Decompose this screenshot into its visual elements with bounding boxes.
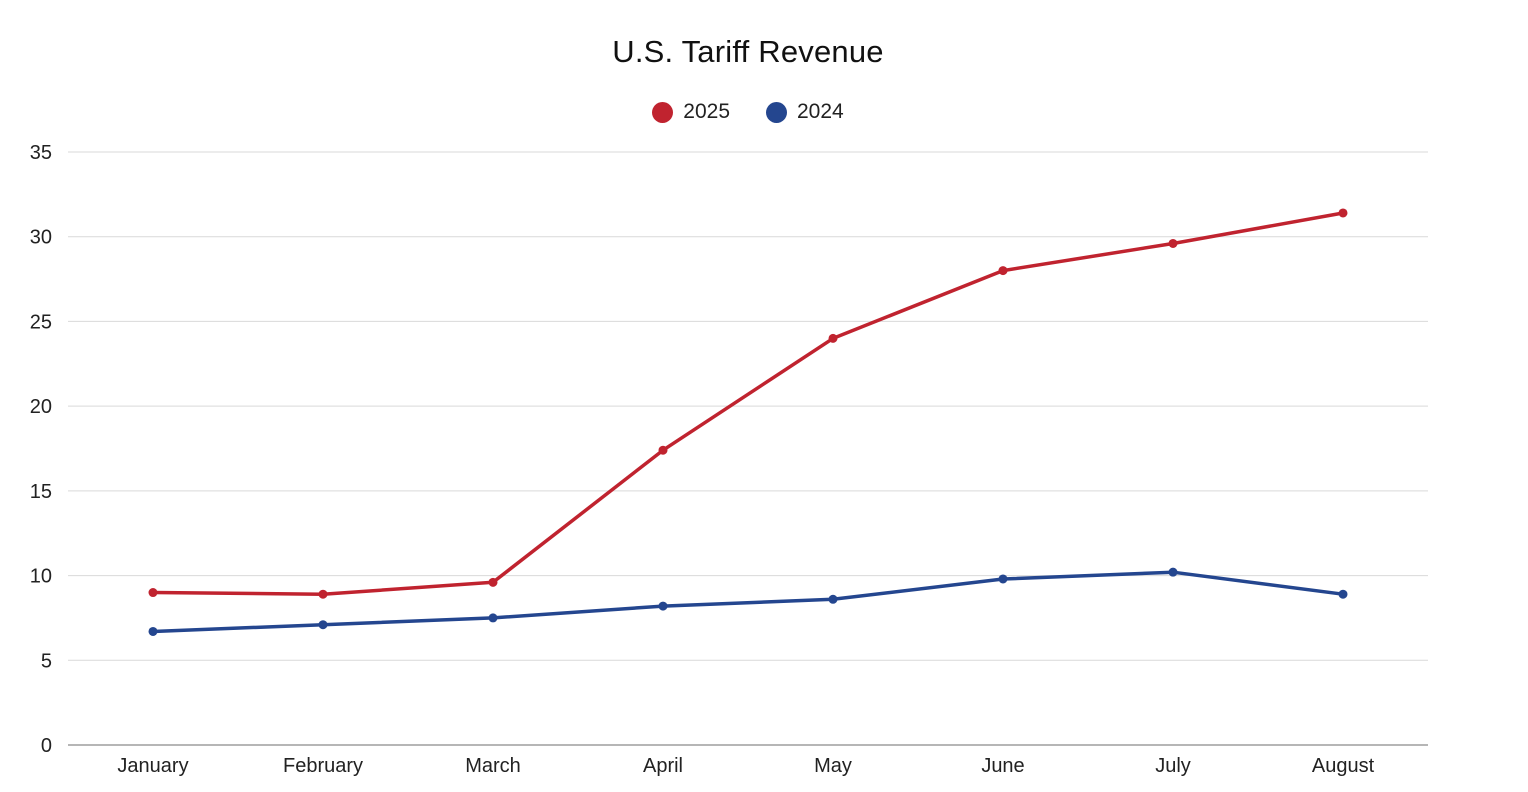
x-tick-label-august: August xyxy=(1312,755,1375,777)
chart-title: U.S. Tariff Revenue xyxy=(612,34,884,69)
point-2024-june xyxy=(998,574,1008,584)
point-2024-february xyxy=(318,620,328,630)
x-tick-label-february: February xyxy=(283,755,363,777)
point-2025-january xyxy=(148,588,158,598)
point-2025-march xyxy=(488,577,498,587)
y-tick-label-5: 5 xyxy=(41,650,52,672)
legend-swatch-2024 xyxy=(766,101,787,123)
x-tick-label-may: May xyxy=(814,755,852,777)
y-tick-label-25: 25 xyxy=(30,311,52,333)
x-tick-label-january: January xyxy=(117,755,188,777)
point-2024-may xyxy=(828,594,838,604)
legend-label-2024: 2024 xyxy=(797,100,844,123)
point-2025-july xyxy=(1168,238,1178,248)
point-2025-june xyxy=(998,266,1008,276)
point-2025-august xyxy=(1338,208,1348,218)
point-2024-july xyxy=(1168,567,1178,577)
y-tick-label-35: 35 xyxy=(30,142,52,164)
point-2024-march xyxy=(488,613,498,623)
point-2024-january xyxy=(148,626,158,636)
series-line-2025 xyxy=(151,211,1345,596)
x-tick-label-july: July xyxy=(1155,755,1191,777)
y-tick-label-20: 20 xyxy=(30,396,52,418)
point-2025-may xyxy=(828,333,838,343)
point-2024-august xyxy=(1338,589,1348,599)
x-tick-label-march: March xyxy=(465,755,521,777)
y-tick-label-0: 0 xyxy=(41,735,52,757)
y-tick-label-15: 15 xyxy=(30,481,52,503)
legend-item-2025[interactable]: 2025 xyxy=(652,100,730,124)
point-2025-february xyxy=(318,589,328,599)
series-line-2024 xyxy=(151,570,1345,634)
legend-item-2024[interactable]: 2024 xyxy=(766,100,844,124)
point-2024-april xyxy=(658,601,668,611)
y-tick-label-30: 30 xyxy=(30,227,52,249)
legend: 2025 2024 xyxy=(0,100,1496,124)
legend-label-2025: 2025 xyxy=(683,100,730,123)
legend-swatch-2025 xyxy=(652,101,674,123)
x-tick-label-june: June xyxy=(981,755,1024,777)
y-tick-label-10: 10 xyxy=(30,566,52,588)
point-2025-april xyxy=(658,445,668,455)
x-tick-label-april: April xyxy=(643,755,683,777)
